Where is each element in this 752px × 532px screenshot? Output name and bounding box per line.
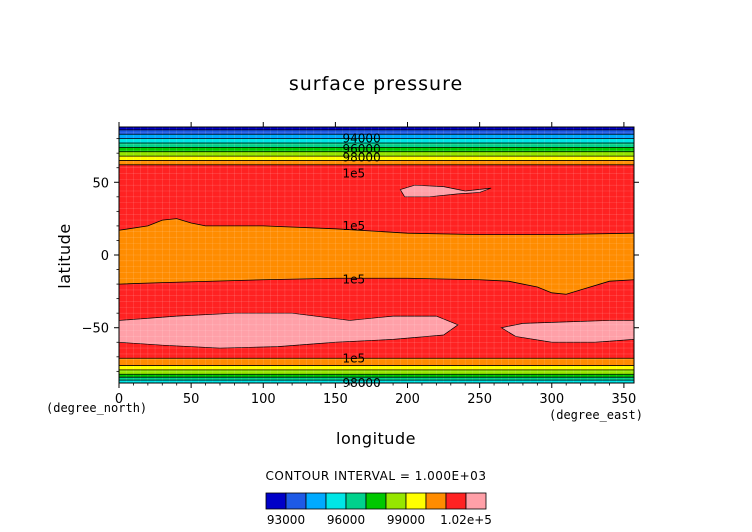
fill-north-band <box>119 143 634 148</box>
fill-south-band <box>119 365 634 370</box>
fill-south-band <box>119 380 634 383</box>
fill-south-band <box>119 369 634 375</box>
colorbar-label: 99000 <box>387 513 425 527</box>
fill-pink-pink-region-south-east <box>500 320 634 343</box>
fill-pink-pink-region-north <box>399 184 492 198</box>
contour-label: 1e5 <box>343 219 366 233</box>
contour-label: 1e5 <box>343 167 366 181</box>
x-tick-label: 100 <box>251 392 276 407</box>
colorbar-label: 96000 <box>327 513 365 527</box>
contour-label: 1e5 <box>343 273 366 287</box>
fill-north-band <box>119 147 634 152</box>
x-tick-label: 200 <box>395 392 420 407</box>
colorbar-swatch <box>325 492 347 510</box>
colorbar-swatch <box>285 492 307 510</box>
x-tick-label: 0 <box>115 392 123 407</box>
y-tick-label: 50 <box>92 176 109 191</box>
colorbar-swatch <box>305 492 327 510</box>
contour-interval: CONTOUR INTERVAL = 1.000E+03 <box>266 469 487 483</box>
colorbar-swatch <box>465 492 487 510</box>
x-tick-label: 250 <box>467 392 492 407</box>
fill-north-band <box>119 151 634 157</box>
x-tick-label: 350 <box>611 392 636 407</box>
contour-label: 96000 <box>343 142 381 156</box>
x-tick-label: 50 <box>183 392 200 407</box>
contour-line-south-1e5 <box>119 277 634 295</box>
colorbar-swatch <box>265 492 287 510</box>
chart-title: surface pressure <box>289 73 463 95</box>
y-axis-title: latitude <box>55 223 74 288</box>
x-axis-unit: (degree_east) <box>549 408 643 422</box>
contour-label: 1e5 <box>343 351 366 365</box>
y-axis: −50 0 50 <box>82 138 639 372</box>
x-axis: 0 50 100 150 200 250 300 350 <box>115 122 636 407</box>
colorbar-label: 93000 <box>267 513 305 527</box>
x-tick-label: 300 <box>539 392 564 407</box>
colorbar-swatch <box>345 492 367 510</box>
fill-south-band <box>119 358 634 366</box>
colorbar-swatch <box>425 492 447 510</box>
colorbar: 93000 96000 99000 1.02e+5 <box>265 492 492 527</box>
fill-north-band <box>119 138 634 143</box>
contour-line-north-1e5 <box>119 218 634 236</box>
fill-south-band <box>119 377 634 381</box>
contour-label: 98000 <box>343 151 381 165</box>
contour-fills <box>119 127 634 383</box>
fill-south-band <box>119 374 634 378</box>
contour-lines <box>119 127 634 383</box>
y-axis-unit: (degree_north) <box>46 401 147 415</box>
fill-north-band <box>119 156 634 161</box>
colorbar-swatch <box>385 492 407 510</box>
fill-north-band <box>119 127 634 130</box>
x-axis-title: longitude <box>336 429 416 448</box>
fill-north-band <box>119 129 634 135</box>
y-tick-label: −50 <box>82 322 109 337</box>
y-tick-label: 0 <box>101 249 109 264</box>
fill-pink-pink-region-south-west <box>119 312 459 349</box>
colorbar-swatch <box>445 492 467 510</box>
fill-north-band <box>119 134 634 139</box>
colorbar-swatch <box>405 492 427 510</box>
contour-label: 94000 <box>343 132 381 146</box>
x-tick-label: 150 <box>323 392 348 407</box>
colorbar-label: 1.02e+5 <box>440 513 492 527</box>
fill-north-band <box>119 160 634 165</box>
colorbar-swatch <box>365 492 387 510</box>
fill-red-north <box>119 164 634 235</box>
